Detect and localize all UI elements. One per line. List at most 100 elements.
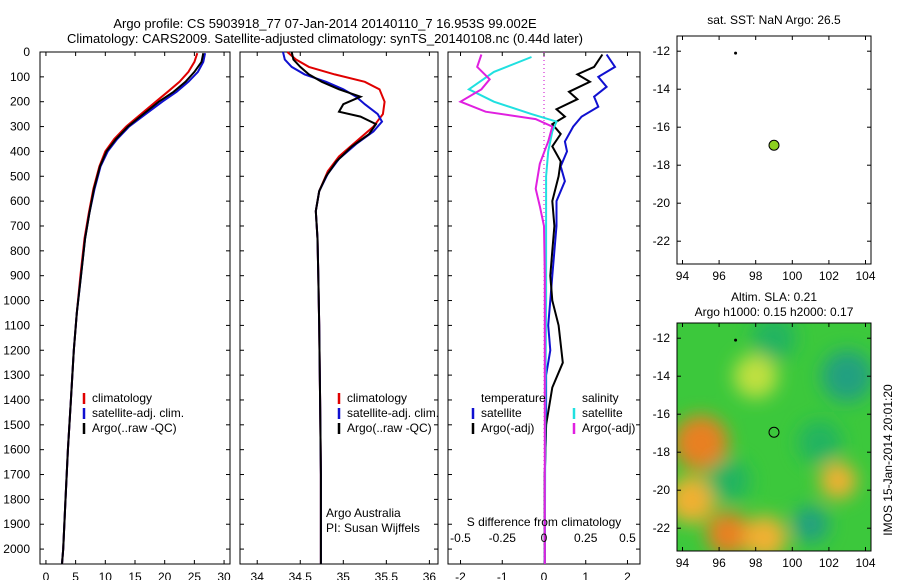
plot-frame bbox=[676, 322, 872, 552]
x-tick-label: 2 bbox=[624, 570, 631, 580]
y-tick-label: -16 bbox=[653, 407, 671, 421]
y-tick-label: 200 bbox=[10, 95, 30, 109]
legend-label: satellite bbox=[582, 406, 623, 420]
y-tick-label: 700 bbox=[10, 219, 30, 233]
argo-marker bbox=[768, 426, 780, 438]
x-tick-label: 98 bbox=[749, 556, 763, 570]
x-tick-label: 36 bbox=[423, 570, 437, 580]
x2-tick-label: -0.25 bbox=[489, 531, 517, 545]
heatmap-blob bbox=[797, 420, 842, 465]
x-tick-label: 102 bbox=[819, 556, 839, 570]
y-tick-label: 1400 bbox=[3, 393, 30, 407]
legend-label: climatology bbox=[92, 391, 152, 405]
x-tick-label: 94 bbox=[676, 556, 690, 570]
y-tick-label: -20 bbox=[653, 196, 671, 210]
legend-title-salinity: salinity bbox=[582, 391, 619, 405]
x-tick-label: -1 bbox=[497, 570, 508, 580]
x-tick-label: 102 bbox=[819, 269, 839, 283]
x-tick-label: 104 bbox=[855, 269, 875, 283]
x-tick-label: 25 bbox=[188, 570, 202, 580]
x-tick-label: 30 bbox=[217, 570, 231, 580]
y-tick-label: 1500 bbox=[3, 418, 30, 432]
x-tick-label: 34.5 bbox=[289, 570, 313, 580]
heatmap-blob bbox=[706, 458, 751, 503]
x-tick-label: 100 bbox=[782, 556, 802, 570]
x-tick-label: 100 bbox=[782, 269, 802, 283]
heatmap-blob bbox=[819, 462, 857, 500]
y-tick-label: 1200 bbox=[3, 343, 30, 357]
island-marker bbox=[734, 51, 738, 55]
y-tick-label: -22 bbox=[653, 234, 671, 248]
x-tick-label: 20 bbox=[158, 570, 172, 580]
legend-label: Argo(..raw -QC) bbox=[347, 421, 432, 435]
map-title-line1: Altim. SLA: 0.21 bbox=[731, 290, 817, 304]
legend-label: satellite-adj. clim. bbox=[347, 406, 439, 420]
y-tick-label: 1900 bbox=[3, 517, 30, 531]
y-tick-label: 600 bbox=[10, 194, 30, 208]
x-tick-label: 94 bbox=[676, 269, 690, 283]
y-tick-label: 800 bbox=[10, 244, 30, 258]
y-tick-label: 500 bbox=[10, 169, 30, 183]
panel-temperature: 0 5 10 15 20 25 300100200300400500600700800900… bbox=[3, 45, 231, 580]
y-tick-label: 900 bbox=[10, 269, 30, 283]
series-line bbox=[543, 53, 617, 564]
y-tick-label: -12 bbox=[653, 331, 671, 345]
panel-difference: -2-1012T difference from climatologytemp… bbox=[447, 51, 641, 580]
y-tick-label: 1800 bbox=[3, 492, 30, 506]
x-tick-label: 0 bbox=[541, 570, 548, 580]
x-tick-label: 96 bbox=[712, 269, 726, 283]
x-tick-label: 35 bbox=[337, 570, 351, 580]
x-tick-label: 0 bbox=[43, 570, 50, 580]
legend-label: Argo(..raw -QC) bbox=[92, 421, 177, 435]
y-tick-label: 0 bbox=[23, 45, 30, 59]
x2-tick-label: 0 bbox=[541, 531, 548, 545]
y-tick-label: -14 bbox=[653, 82, 671, 96]
annotation-line2: PI: Susan Wijffels bbox=[326, 521, 420, 535]
x2-tick-label: 0.25 bbox=[574, 531, 598, 545]
y-tick-label: 1300 bbox=[3, 368, 30, 382]
heatmap-blobs bbox=[677, 323, 871, 551]
y-tick-label: -22 bbox=[653, 521, 671, 535]
plot-frame bbox=[39, 51, 231, 565]
y-tick-label: -16 bbox=[653, 120, 671, 134]
x-tick-label: 104 bbox=[855, 556, 875, 570]
island-marker bbox=[734, 338, 738, 342]
y-tick-label: -12 bbox=[653, 44, 671, 58]
series-line bbox=[61, 52, 205, 565]
y-tick-label: 300 bbox=[10, 120, 30, 134]
series-line bbox=[543, 53, 604, 564]
y-tick-label: 400 bbox=[10, 144, 30, 158]
y-tick-label: 1700 bbox=[3, 468, 30, 482]
x2-axis-label: S difference from climatology bbox=[467, 515, 622, 529]
x-tick-label: 15 bbox=[128, 570, 142, 580]
legend-label: Argo(-adj) bbox=[481, 421, 534, 435]
legend-label: satellite bbox=[481, 406, 522, 420]
x-tick-label: -2 bbox=[455, 570, 466, 580]
x-tick-label: 35.5 bbox=[375, 570, 399, 580]
heatmap-blob bbox=[677, 415, 729, 471]
heatmap-blob bbox=[742, 515, 787, 551]
legend-label: satellite-adj. clim. bbox=[92, 406, 184, 420]
y-tick-label: 1600 bbox=[3, 443, 30, 457]
panel-sla-map: 94 96 98 100 102 104 -12 -14 -16 -18 -20 -22 Altim. … bbox=[653, 290, 876, 570]
plot-frame bbox=[239, 51, 439, 565]
heatmap-blob bbox=[706, 511, 751, 551]
title-line2: Climatology: CARS2009. Satellite-adjuste… bbox=[67, 31, 583, 46]
y-tick-label: -18 bbox=[653, 445, 671, 459]
series-line bbox=[290, 51, 378, 564]
heatmap-blob bbox=[677, 475, 716, 524]
x-tick-label: 96 bbox=[712, 556, 726, 570]
y-tick-label: 1000 bbox=[3, 294, 30, 308]
legend-label: climatology bbox=[347, 391, 407, 405]
title-line1: Argo profile: CS 5903918_77 07-Jan-2014 … bbox=[113, 16, 537, 31]
y-tick-label: -14 bbox=[653, 369, 671, 383]
y-tick-label: 1100 bbox=[4, 318, 30, 332]
annotation-line1: Argo Australia bbox=[326, 506, 401, 520]
series-line bbox=[458, 54, 554, 564]
x-tick-label: 5 bbox=[72, 570, 79, 580]
panel-sst-map: 94 96 98 100 102 104 -12 -14 -16 -18 -20 -22 sat. SS… bbox=[653, 13, 876, 283]
plot-frame bbox=[676, 35, 872, 265]
y-tick-label: 100 bbox=[10, 70, 30, 84]
x2-tick-label: -0.5 bbox=[450, 531, 471, 545]
